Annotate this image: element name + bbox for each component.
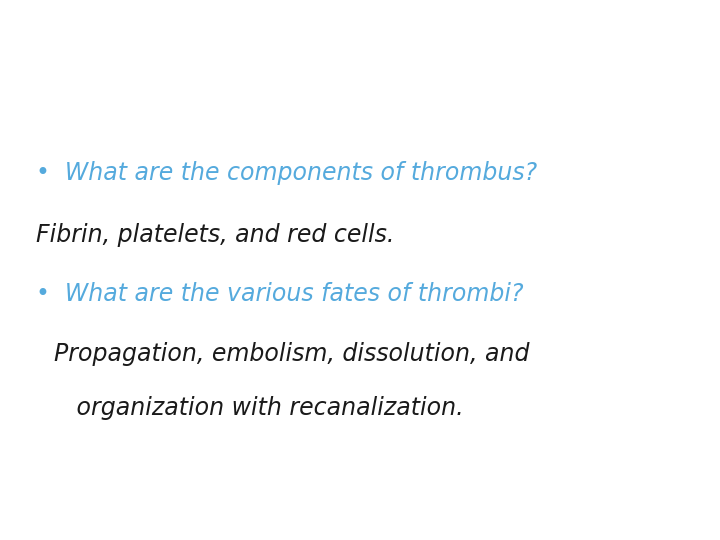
Text: Fibrin, platelets, and red cells.: Fibrin, platelets, and red cells. [36,223,395,247]
Text: organization with recanalization.: organization with recanalization. [54,396,464,420]
Text: Propagation, embolism, dissolution, and: Propagation, embolism, dissolution, and [54,342,529,366]
Text: •  What are the various fates of thrombi?: • What are the various fates of thrombi? [36,282,523,306]
Text: •  What are the components of thrombus?: • What are the components of thrombus? [36,161,537,185]
